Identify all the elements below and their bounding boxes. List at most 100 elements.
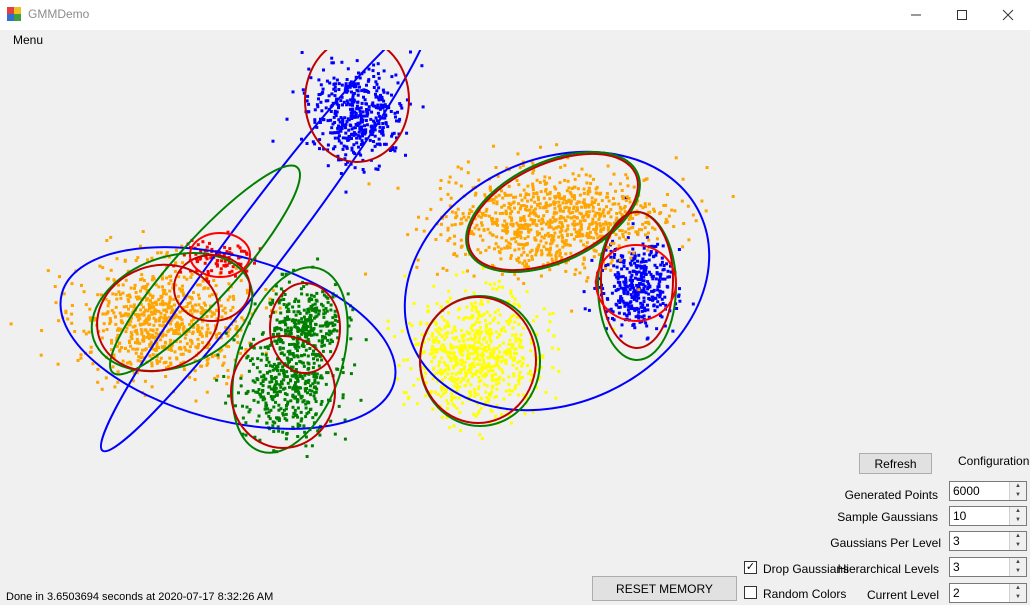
data-point (474, 305, 478, 309)
minimize-button[interactable] (893, 0, 939, 30)
hierarchical-levels-input[interactable]: 3 ▲ ▼ (949, 557, 1027, 577)
data-point (305, 335, 309, 339)
data-point (655, 327, 659, 331)
data-point (527, 372, 531, 376)
data-point (289, 332, 293, 335)
reset-memory-button[interactable]: RESET MEMORY (592, 576, 737, 601)
data-point (345, 99, 349, 103)
data-point (267, 360, 271, 364)
data-point (450, 375, 454, 379)
data-point (623, 205, 627, 208)
data-point (240, 346, 243, 350)
up-arrow-icon[interactable]: ▲ (1015, 508, 1021, 514)
data-point (223, 355, 227, 359)
data-point (652, 207, 656, 211)
data-point (253, 380, 257, 384)
sample-gaussians-input[interactable]: 10 ▲ ▼ (949, 506, 1027, 526)
data-point (127, 293, 131, 297)
data-point (464, 218, 468, 222)
data-point (480, 223, 484, 227)
up-arrow-icon[interactable]: ▲ (1015, 483, 1021, 489)
data-point (479, 396, 483, 400)
menu-item-menu[interactable]: Menu (13, 33, 44, 47)
data-point (219, 336, 223, 340)
down-arrow-icon[interactable]: ▼ (1015, 492, 1021, 498)
data-point (161, 346, 165, 350)
data-point (492, 201, 496, 205)
data-point (614, 233, 618, 237)
down-arrow-icon[interactable]: ▼ (1015, 594, 1021, 600)
data-point (492, 220, 496, 224)
data-point (281, 413, 285, 417)
data-point (647, 282, 651, 286)
data-point (135, 341, 139, 345)
data-point (279, 287, 283, 291)
data-point (559, 165, 563, 169)
data-point (628, 284, 632, 288)
spinner-arrows[interactable]: ▲ ▼ (1009, 482, 1026, 500)
data-point (129, 344, 132, 348)
random-colors-checkbox[interactable] (744, 586, 757, 599)
data-point (477, 380, 481, 384)
data-point (354, 132, 358, 136)
current-level-input[interactable]: 2 ▲ ▼ (949, 583, 1027, 603)
data-point (109, 268, 113, 272)
data-point (590, 200, 594, 204)
data-point (495, 387, 499, 391)
data-point (557, 235, 561, 239)
data-point (264, 364, 268, 367)
data-point (355, 136, 359, 140)
data-point (630, 258, 634, 262)
data-point (260, 375, 264, 379)
data-point (133, 286, 136, 290)
down-arrow-icon[interactable]: ▼ (1015, 542, 1021, 548)
data-point (161, 285, 164, 289)
data-point (360, 132, 364, 136)
spinner-arrows[interactable]: ▲ ▼ (1009, 584, 1026, 602)
drop-gaussians-checkbox[interactable]: ✓ (744, 561, 757, 574)
data-point (169, 346, 173, 350)
data-point (455, 406, 459, 410)
gaussian-ellipse-red-blue-right-b (595, 244, 677, 322)
data-point (253, 302, 257, 306)
refresh-button[interactable]: Refresh (859, 453, 932, 474)
up-arrow-icon[interactable]: ▲ (1015, 559, 1021, 565)
data-point (213, 376, 217, 380)
up-arrow-icon[interactable]: ▲ (1015, 585, 1021, 591)
data-point (320, 358, 324, 362)
data-point (578, 211, 582, 215)
data-point (539, 190, 543, 194)
up-arrow-icon[interactable]: ▲ (1015, 533, 1021, 539)
close-button[interactable] (985, 0, 1030, 30)
drop-gaussians-label[interactable]: Drop Gaussians (763, 562, 850, 576)
down-arrow-icon[interactable]: ▼ (1015, 517, 1021, 523)
data-point (479, 371, 483, 375)
data-point (114, 322, 118, 326)
data-point (232, 297, 236, 301)
random-colors-label[interactable]: Random Colors (763, 587, 847, 601)
data-point (477, 310, 481, 314)
data-point (412, 302, 416, 305)
generated-points-input[interactable]: 6000 ▲ ▼ (949, 481, 1027, 501)
down-arrow-icon[interactable]: ▼ (1015, 568, 1021, 574)
data-point (79, 353, 83, 357)
gaussians-per-level-input[interactable]: 3 ▲ ▼ (949, 531, 1027, 551)
data-point (527, 193, 531, 197)
data-point (619, 286, 623, 290)
maximize-button[interactable] (939, 0, 985, 30)
data-point (530, 255, 534, 258)
data-point (589, 235, 593, 239)
data-point (201, 240, 205, 244)
data-point (607, 229, 611, 233)
data-point (597, 218, 601, 221)
data-point (553, 206, 557, 210)
data-point (453, 325, 457, 329)
spinner-arrows[interactable]: ▲ ▼ (1009, 507, 1026, 525)
data-point (537, 215, 540, 219)
spinner-arrows[interactable]: ▲ ▼ (1009, 532, 1026, 550)
data-point (625, 267, 629, 271)
data-point (280, 339, 284, 343)
data-point (509, 292, 513, 296)
spinner-arrows[interactable]: ▲ ▼ (1009, 558, 1026, 576)
data-point (330, 131, 334, 135)
